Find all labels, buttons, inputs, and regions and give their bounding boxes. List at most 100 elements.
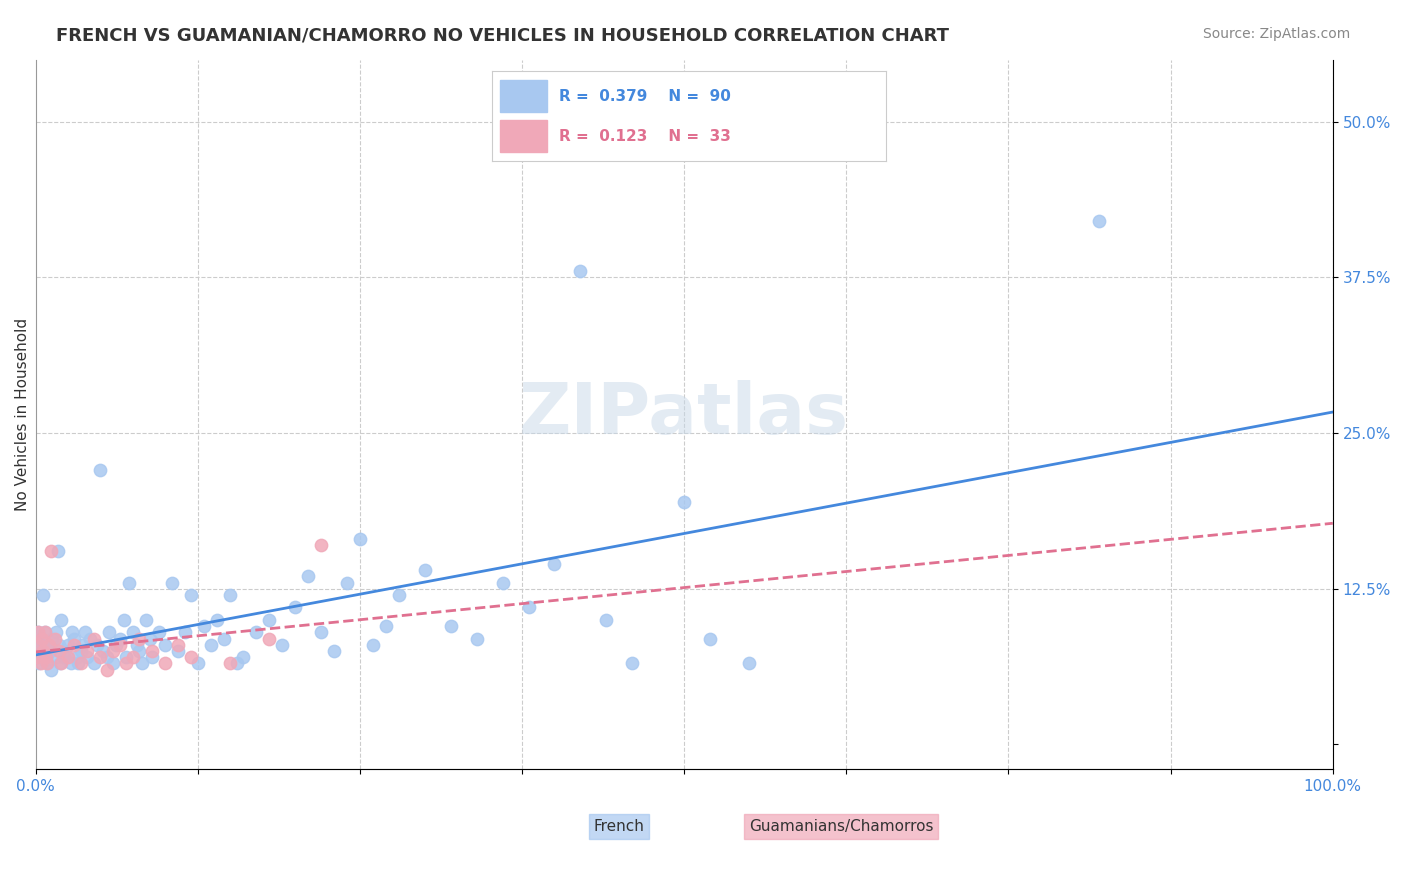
- Point: [108, 632, 131, 646]
- Point: [200, 638, 222, 652]
- Point: [55, 644, 77, 658]
- Point: [138, 632, 160, 646]
- Point: [28, 638, 51, 652]
- Point: [38, 638, 60, 652]
- Point: [187, 657, 209, 671]
- Point: [34, 625, 56, 640]
- Point: [297, 569, 319, 583]
- Text: ZIPatlas: ZIPatlas: [519, 380, 849, 449]
- Point: [115, 657, 138, 671]
- Point: [49, 657, 72, 671]
- Point: [349, 532, 371, 546]
- Point: [56, 650, 79, 665]
- Point: [38, 644, 60, 658]
- Point: [63, 632, 86, 646]
- Point: [336, 575, 359, 590]
- Point: [180, 650, 202, 665]
- Point: [76, 650, 98, 665]
- Point: [96, 650, 118, 665]
- Point: [89, 463, 111, 477]
- Point: [121, 650, 143, 665]
- Point: [66, 650, 89, 665]
- Point: [45, 625, 67, 640]
- Text: R =  0.123    N =  33: R = 0.123 N = 33: [560, 129, 731, 144]
- Point: [104, 638, 127, 652]
- Point: [543, 557, 565, 571]
- Point: [39, 663, 62, 677]
- Point: [59, 657, 82, 671]
- Point: [219, 588, 242, 602]
- Point: [25, 650, 48, 665]
- Point: [30, 657, 52, 671]
- Point: [361, 638, 384, 652]
- Point: [738, 657, 761, 671]
- Point: [67, 657, 90, 671]
- Point: [31, 638, 53, 652]
- Point: [28, 657, 51, 671]
- Point: [31, 632, 53, 646]
- Point: [51, 613, 73, 627]
- Point: [115, 650, 138, 665]
- Point: [72, 638, 94, 652]
- Point: [41, 632, 63, 646]
- Point: [257, 613, 280, 627]
- Point: [79, 632, 101, 646]
- Point: [225, 657, 247, 671]
- Point: [30, 644, 52, 658]
- Point: [569, 264, 592, 278]
- Point: [51, 657, 73, 671]
- Point: [103, 657, 125, 671]
- Point: [595, 613, 617, 627]
- Point: [148, 625, 170, 640]
- Point: [91, 644, 114, 658]
- Point: [108, 638, 131, 652]
- Point: [491, 575, 513, 590]
- Point: [699, 632, 721, 646]
- Text: Source: ZipAtlas.com: Source: ZipAtlas.com: [1202, 27, 1350, 41]
- Point: [440, 619, 463, 633]
- Point: [128, 644, 150, 658]
- Point: [413, 563, 436, 577]
- Point: [121, 625, 143, 640]
- Point: [103, 644, 125, 658]
- Text: French: French: [593, 819, 644, 834]
- Point: [212, 632, 235, 646]
- Point: [37, 657, 59, 671]
- Point: [73, 625, 96, 640]
- Point: [27, 625, 49, 640]
- Bar: [501, 80, 547, 112]
- Point: [76, 644, 98, 658]
- Point: [167, 638, 190, 652]
- Point: [34, 625, 56, 640]
- Point: [35, 650, 58, 665]
- Point: [53, 650, 76, 665]
- Point: [257, 632, 280, 646]
- Point: [322, 644, 344, 658]
- Point: [70, 657, 93, 671]
- Point: [180, 588, 202, 602]
- Point: [374, 619, 396, 633]
- Point: [167, 644, 190, 658]
- Point: [128, 632, 150, 646]
- Point: [86, 638, 108, 652]
- Point: [83, 632, 105, 646]
- Point: [205, 613, 228, 627]
- Point: [35, 650, 58, 665]
- Point: [141, 644, 163, 658]
- Point: [135, 613, 157, 627]
- Point: [32, 644, 55, 658]
- Point: [232, 650, 254, 665]
- Point: [118, 575, 141, 590]
- Point: [70, 644, 93, 658]
- Point: [141, 650, 163, 665]
- Point: [56, 638, 79, 652]
- Point: [98, 625, 121, 640]
- Point: [25, 632, 48, 646]
- Point: [48, 638, 70, 652]
- Text: Guamanians/Chamorros: Guamanians/Chamorros: [749, 819, 934, 834]
- Point: [271, 638, 294, 652]
- Point: [38, 638, 60, 652]
- Point: [37, 657, 59, 671]
- Point: [96, 663, 118, 677]
- Point: [46, 544, 69, 558]
